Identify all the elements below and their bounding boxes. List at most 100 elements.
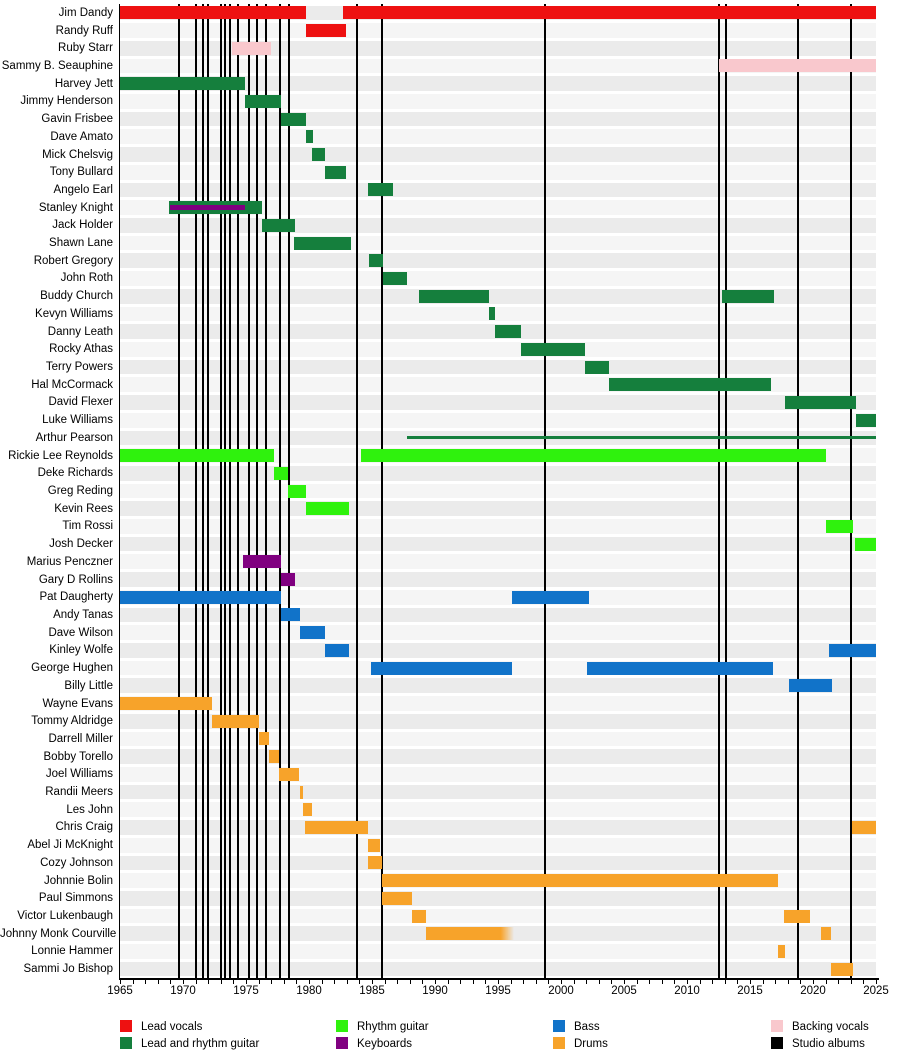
member-label: Kevin Rees — [54, 502, 113, 515]
row-stripe — [120, 412, 876, 428]
member-label: Ruby Starr — [58, 42, 113, 55]
axis-tick — [145, 980, 147, 984]
member-label: Johnnie Bolin — [43, 874, 113, 887]
timeline-bar-drums — [426, 927, 515, 941]
timeline-bar-rhythm_guitar — [360, 449, 826, 463]
timeline-bar-backing_vocals — [232, 41, 272, 55]
row-stripe — [120, 572, 876, 587]
timeline-bar-drums — [382, 891, 413, 905]
row-stripe — [120, 802, 876, 818]
member-label: Marius Penczner — [26, 555, 113, 568]
axis-tick — [157, 980, 159, 984]
axis-tick-label: 1980 — [296, 985, 322, 997]
axis-tick — [233, 980, 235, 984]
axis-tick-label: 1985 — [359, 985, 385, 997]
member-label: George Hughen — [31, 662, 113, 675]
row-stripe — [120, 890, 876, 906]
member-label: Wayne Evans — [42, 697, 113, 710]
axis-tick-label: 1975 — [233, 985, 259, 997]
axis-tick — [813, 980, 814, 984]
timeline-bar-rhythm_guitar — [854, 537, 876, 551]
axis-tick — [838, 980, 840, 984]
timeline-bar-drums — [278, 767, 299, 781]
axis-tick-label: 2020 — [800, 985, 826, 997]
row-stripe — [120, 76, 876, 92]
row-stripe — [120, 147, 876, 162]
axis-tick — [334, 980, 336, 984]
member-label: Danny Leath — [47, 325, 113, 338]
member-label: Victor Lukenbaugh — [17, 910, 113, 923]
axis-tick — [384, 980, 386, 984]
member-label: Shawn Lane — [49, 237, 113, 250]
studio-album-marker-line — [247, 4, 250, 978]
row-stripe — [120, 288, 876, 304]
timeline-bar-drums — [830, 962, 854, 976]
member-label: Sammi Jo Bishop — [23, 963, 113, 976]
member-label: Pat Daugherty — [39, 591, 113, 604]
timeline-bar-bass — [829, 643, 876, 657]
member-label: Darrell Miller — [48, 732, 113, 745]
row-stripe — [120, 501, 876, 517]
timeline-bar-keyboards — [170, 205, 245, 211]
axis-tick — [699, 980, 701, 984]
timeline-bar-lead_rhythm_guitar — [383, 271, 408, 285]
studio-album-marker-line — [849, 4, 852, 978]
axis-tick — [762, 980, 764, 984]
row-stripe — [120, 713, 876, 729]
row-stripe — [120, 944, 876, 959]
timeline-bar-drums — [852, 820, 876, 834]
row-stripe — [120, 395, 876, 410]
axis-tick-label: 2025 — [863, 985, 889, 997]
timeline-bar-bass — [325, 643, 350, 657]
timeline-bar-lead_rhythm_guitar — [306, 130, 313, 144]
studio-album-marker-line — [381, 4, 384, 978]
member-label: Terry Powers — [45, 361, 113, 374]
row-stripe — [120, 696, 876, 711]
timeline-bar-drums — [368, 856, 383, 870]
timeline-bar-lead_rhythm_guitar — [244, 94, 282, 108]
axis-tick-label: 1970 — [170, 985, 196, 997]
timeline-bar-bass — [370, 661, 512, 675]
studio-album-marker-line — [228, 4, 231, 978]
y-axis-line — [119, 4, 120, 978]
row-stripe — [120, 111, 876, 127]
row-stripe — [120, 235, 876, 251]
axis-tick — [876, 980, 877, 984]
member-label: Dave Amato — [50, 130, 113, 143]
row-stripe — [120, 784, 876, 800]
timeline-bar-rhythm_guitar — [306, 502, 350, 516]
row-stripe — [120, 643, 876, 658]
studio-album-marker-line — [178, 4, 181, 978]
axis-tick — [825, 980, 827, 984]
timeline-bar-lead_rhythm_guitar — [520, 342, 585, 356]
axis-tick — [800, 980, 802, 984]
axis-tick — [435, 980, 436, 984]
row-stripe — [120, 58, 876, 74]
axis-tick — [359, 980, 361, 984]
timeline-bar-lead_rhythm_guitar — [120, 77, 245, 91]
studio-album-marker-line — [207, 4, 210, 978]
legend-label: Keyboards — [357, 1038, 412, 1050]
axis-tick — [220, 980, 222, 984]
axis-tick — [208, 980, 210, 984]
axis-tick — [737, 980, 739, 984]
row-stripe — [120, 182, 876, 198]
axis-tick — [485, 980, 487, 984]
timeline-bar-rhythm_guitar — [120, 449, 274, 463]
axis-tick — [271, 980, 273, 984]
axis-tick — [850, 980, 852, 984]
member-label: Bobby Torello — [43, 750, 113, 763]
timeline-bar-drums — [302, 803, 312, 817]
member-label: Kinley Wolfe — [49, 644, 113, 657]
legend-label: Bass — [574, 1021, 600, 1033]
legend-label: Studio albums — [792, 1038, 865, 1050]
studio-album-marker-line — [725, 4, 728, 978]
studio-album-marker-line — [265, 4, 268, 978]
row-stripe — [120, 359, 876, 375]
timeline-bar-lead_vocals — [306, 24, 346, 38]
member-label: Harvey Jett — [54, 77, 113, 90]
timeline-bar-drums — [382, 874, 778, 888]
member-label: Dave Wilson — [48, 626, 113, 639]
row-stripe — [120, 589, 876, 605]
